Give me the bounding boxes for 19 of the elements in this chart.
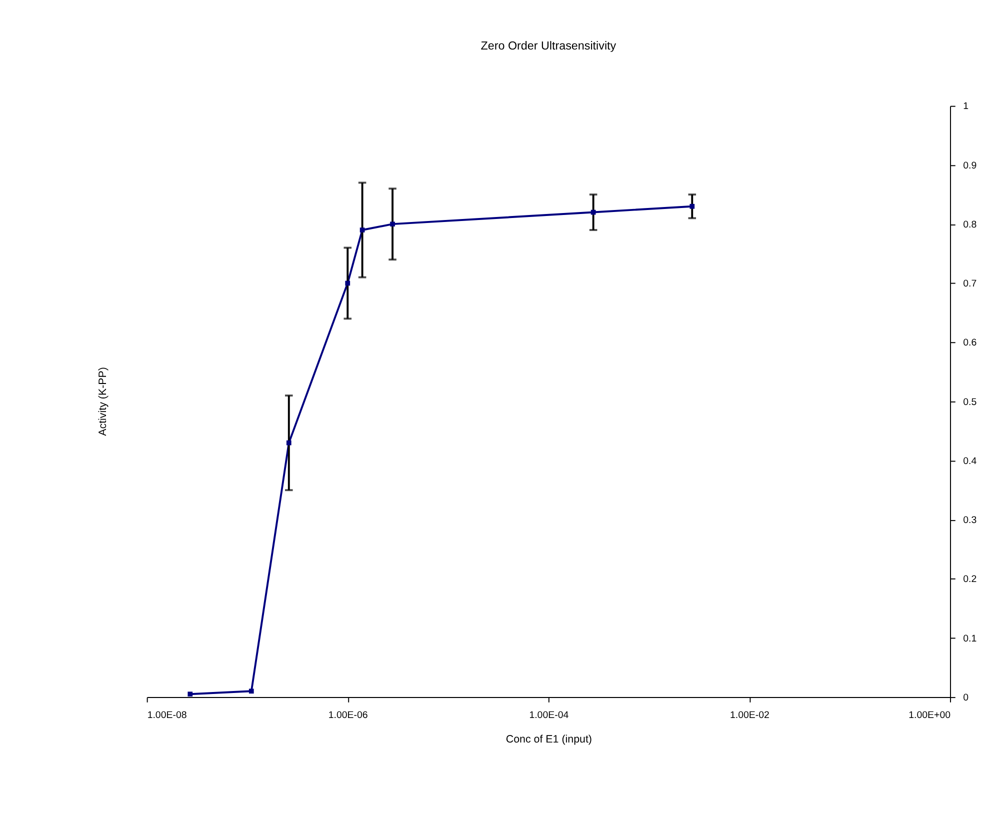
- y-tick-label: 0.5: [963, 396, 977, 408]
- y-tick-label: 0.7: [963, 278, 977, 290]
- x-axis-title: Conc of E1 (input): [506, 733, 592, 746]
- y-tick-label: 0.4: [963, 456, 978, 467]
- x-tick-label: 1.00E-02: [730, 710, 770, 721]
- y-tick-label: 0.6: [963, 338, 977, 349]
- y-tick-label: 0.1: [963, 633, 977, 644]
- x-tick-label: 1.00E-06: [328, 710, 368, 721]
- y-axis-title: Activity (K-PP): [96, 367, 109, 436]
- y-tick-label: 0.2: [963, 574, 977, 586]
- y-tick-label: 0.3: [963, 515, 977, 526]
- y-tick-label: 1: [963, 101, 969, 112]
- x-tick-label: 1.00E+00: [908, 710, 952, 721]
- x-tick-label: 1.00E-04: [529, 710, 570, 721]
- y-tick-label: 0.9: [963, 160, 977, 172]
- y-tick-label: 0: [963, 692, 970, 704]
- y-tick-label: 0.8: [963, 219, 977, 230]
- chart-title: Zero Order Ultrasensitivity: [480, 39, 616, 52]
- x-tick-label: 1.00E-08: [147, 710, 187, 721]
